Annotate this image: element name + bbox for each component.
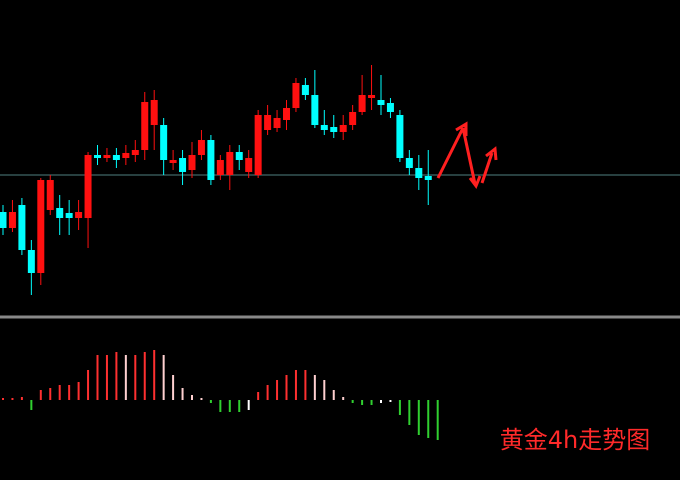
candle-body <box>56 208 64 218</box>
candle-body <box>245 158 253 172</box>
candle-body <box>150 100 158 125</box>
candle-body <box>358 95 366 112</box>
candle-body <box>122 153 130 158</box>
histogram-bar <box>370 400 373 405</box>
candle-body <box>18 205 26 250</box>
histogram-bar <box>20 397 23 400</box>
histogram-bar <box>77 382 80 400</box>
histogram-bar <box>247 400 250 410</box>
candle-body <box>46 180 54 210</box>
candle-body <box>424 176 432 180</box>
histogram-bar <box>408 400 411 425</box>
histogram-bar <box>2 398 4 400</box>
histogram-bar <box>380 400 382 403</box>
histogram-bar <box>134 355 137 400</box>
candle-body <box>339 125 347 132</box>
histogram-bar <box>191 395 193 400</box>
candle-body <box>141 102 149 150</box>
histogram-bar <box>228 400 231 412</box>
histogram-bar <box>115 352 118 400</box>
candle-body <box>197 140 205 155</box>
histogram-bar <box>200 398 203 400</box>
candle-body <box>273 118 281 128</box>
histogram-bar <box>219 400 222 412</box>
histogram-bar <box>87 370 90 400</box>
histogram-bar <box>389 400 392 402</box>
candle-body <box>368 95 376 98</box>
candle-body <box>349 112 357 125</box>
histogram-bar <box>323 380 326 400</box>
candle-body <box>292 83 300 108</box>
candle-body <box>179 158 187 172</box>
histogram-bar <box>257 392 260 400</box>
candle-body <box>112 155 120 160</box>
histogram-bar <box>58 385 61 400</box>
histogram-bar <box>436 400 439 440</box>
candle-body <box>226 152 234 175</box>
candle-body <box>405 158 413 168</box>
candle-body <box>301 85 309 95</box>
candle-body <box>311 95 319 125</box>
candle-body <box>330 127 338 132</box>
histogram-bar <box>68 385 71 400</box>
histogram-bar <box>172 375 175 400</box>
candle-body <box>160 125 168 160</box>
histogram-bar <box>209 400 212 403</box>
candle-body <box>188 155 196 170</box>
histogram-bar <box>351 400 354 403</box>
candle-body <box>207 140 215 180</box>
histogram-bar <box>39 390 42 400</box>
histogram-bar <box>266 385 269 400</box>
candle-body <box>37 180 45 273</box>
histogram-bar <box>238 400 241 412</box>
histogram-bar <box>313 375 316 400</box>
candle-body <box>65 213 73 218</box>
histogram-bar <box>30 400 33 410</box>
candle-body <box>264 115 272 130</box>
histogram-bar <box>276 380 279 400</box>
histogram-bar <box>143 352 146 400</box>
candle-body <box>0 212 7 228</box>
candle-body <box>377 100 385 105</box>
histogram-bar <box>427 400 430 438</box>
histogram-bar <box>105 355 108 400</box>
histogram-bar <box>162 355 165 400</box>
candle-body <box>216 160 224 175</box>
histogram-bar <box>49 388 52 400</box>
candle-body <box>27 250 35 273</box>
histogram-bar <box>417 400 420 435</box>
candle-body <box>8 212 16 228</box>
histogram-bar <box>11 398 14 400</box>
watermark: 黄金4h走势图 <box>500 426 650 454</box>
candle-body <box>320 125 328 130</box>
histogram-bar <box>96 355 99 400</box>
candle-body <box>103 155 111 158</box>
candle-body <box>415 168 423 178</box>
candle-body <box>94 155 101 158</box>
histogram-bar <box>153 350 156 400</box>
histogram-bar <box>124 355 127 400</box>
histogram-bar <box>294 370 297 400</box>
histogram-bar <box>285 375 288 400</box>
candle-body <box>396 115 404 158</box>
candle-body <box>386 103 394 112</box>
histogram-bar <box>361 400 364 405</box>
candle-body <box>235 152 243 160</box>
histogram-bar <box>342 397 345 400</box>
candle-body <box>169 160 177 163</box>
histogram-bar <box>398 400 401 415</box>
histogram-bar <box>304 370 307 400</box>
histogram-bar <box>181 388 184 400</box>
candle-body <box>131 150 139 155</box>
candle-body <box>75 212 83 218</box>
candle-body <box>283 108 290 120</box>
candle-body <box>84 155 92 218</box>
forecast-arrows <box>436 121 498 190</box>
candle-body <box>254 115 262 175</box>
histogram-bar <box>332 390 335 400</box>
